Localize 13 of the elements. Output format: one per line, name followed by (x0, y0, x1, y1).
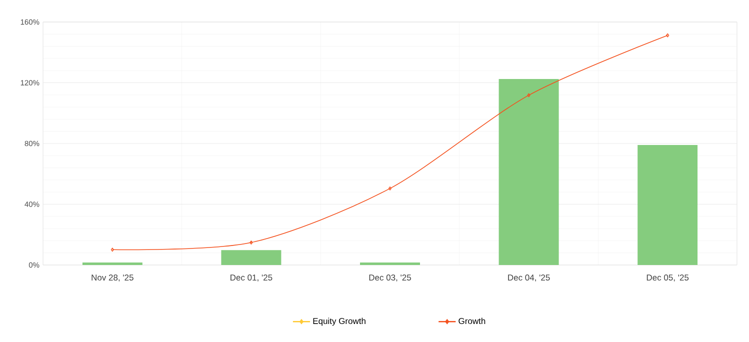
x-tick-label: Dec 05, '25 (646, 274, 689, 282)
legend-label: Growth (458, 318, 486, 324)
x-tick-label: Dec 03, '25 (369, 274, 412, 282)
bar (221, 250, 282, 265)
point (527, 93, 530, 98)
bar (638, 145, 698, 265)
x-tick-label: Dec 04, '25 (508, 274, 550, 282)
point (250, 240, 253, 244)
x-tick-label: Nov 28, '25 (92, 274, 134, 282)
point (388, 186, 392, 190)
bar (498, 78, 559, 265)
legend-label: Equity Growth (313, 318, 366, 326)
x-tick-label: Dec 01, '25 (230, 274, 272, 282)
